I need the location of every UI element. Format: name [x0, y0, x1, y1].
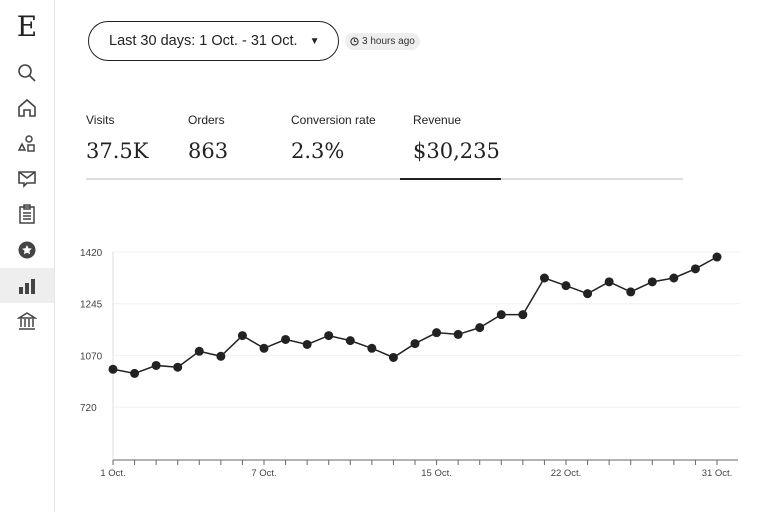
sidebar-item-orders[interactable] [0, 196, 54, 231]
data-point [410, 339, 420, 349]
data-point [194, 346, 204, 356]
x-tick-label: 15 Oct. [421, 468, 452, 479]
data-point [432, 328, 442, 338]
metric-visits[interactable]: Visits 37.5K [86, 113, 148, 163]
y-tick-label: 1245 [80, 300, 103, 311]
date-range-dropdown[interactable]: Last 30 days: 1 Oct. - 31 Oct. ▼ [88, 21, 339, 61]
logo[interactable]: E [16, 10, 38, 43]
date-range-label: Last 30 days: 1 Oct. - 31 Oct. [109, 33, 298, 49]
data-point [367, 343, 377, 353]
data-point [237, 331, 247, 341]
data-point [324, 331, 334, 341]
sidebar-item-stats[interactable] [0, 268, 54, 303]
metrics-divider [86, 178, 683, 180]
home-icon [18, 98, 36, 117]
metric-label: Visits [86, 113, 115, 127]
sidebar-item-finances[interactable] [0, 303, 54, 338]
data-point [712, 252, 722, 262]
selected-metric-indicator [400, 178, 501, 180]
search-icon [18, 63, 36, 82]
sidebar-item-home[interactable] [0, 90, 54, 125]
data-point [539, 273, 549, 283]
metric-value: 37.5K [86, 139, 149, 163]
bar-chart-icon [19, 278, 35, 294]
x-tick-label: 22 Oct. [551, 468, 582, 479]
metric-label: Orders [188, 113, 225, 127]
y-tick-label: 720 [80, 403, 97, 414]
metric-label: Conversion rate [291, 113, 376, 127]
x-tick-label: 31 Oct. [702, 468, 733, 479]
data-point [108, 364, 118, 374]
x-tick-label: 7 Oct. [251, 468, 276, 479]
bank-icon [17, 311, 37, 330]
data-point [216, 351, 226, 361]
data-point [259, 343, 269, 353]
data-point [496, 310, 506, 320]
data-point [626, 287, 636, 297]
data-point [130, 368, 140, 378]
metric-orders[interactable]: Orders 863 [188, 113, 228, 163]
sidebar-item-marketing[interactable] [0, 232, 54, 267]
sidebar-item-listings[interactable] [0, 126, 54, 161]
data-point [583, 289, 593, 299]
sidebar-item-search[interactable] [0, 55, 54, 90]
x-tick-label: 1 Oct. [100, 468, 125, 479]
clock-icon [350, 37, 359, 46]
data-point [561, 281, 571, 291]
data-point [669, 273, 679, 283]
metric-value: 2.3% [291, 139, 345, 163]
data-point [173, 362, 183, 372]
metric-value: 863 [188, 139, 229, 163]
data-point [453, 329, 463, 339]
metric-value: $30,235 [413, 139, 500, 163]
sidebar: E [0, 0, 55, 512]
data-point [647, 277, 657, 287]
y-tick-label: 1070 [80, 351, 103, 362]
data-point [690, 264, 700, 274]
clipboard-icon [19, 203, 35, 224]
caret-down-icon: ▼ [309, 35, 320, 47]
data-point [345, 336, 355, 346]
mail-icon [18, 170, 36, 188]
data-point [604, 277, 614, 287]
updated-badge: 3 hours ago [345, 33, 420, 50]
metric-label: Revenue [413, 113, 462, 127]
shapes-icon [17, 134, 35, 152]
sidebar-item-messages[interactable] [0, 160, 54, 195]
data-point [302, 339, 312, 349]
data-point [518, 310, 528, 320]
y-tick-label: 1420 [80, 248, 103, 259]
updated-text: 3 hours ago [362, 36, 415, 47]
series-line [112, 256, 718, 375]
data-point [151, 360, 161, 370]
metric-conversion-rate[interactable]: Conversion rate 2.3% [291, 113, 376, 163]
metric-revenue[interactable]: Revenue $30,235 [413, 113, 500, 163]
data-point [281, 334, 291, 344]
star-badge-icon [18, 241, 36, 258]
data-point [388, 352, 398, 362]
data-point [475, 323, 485, 333]
